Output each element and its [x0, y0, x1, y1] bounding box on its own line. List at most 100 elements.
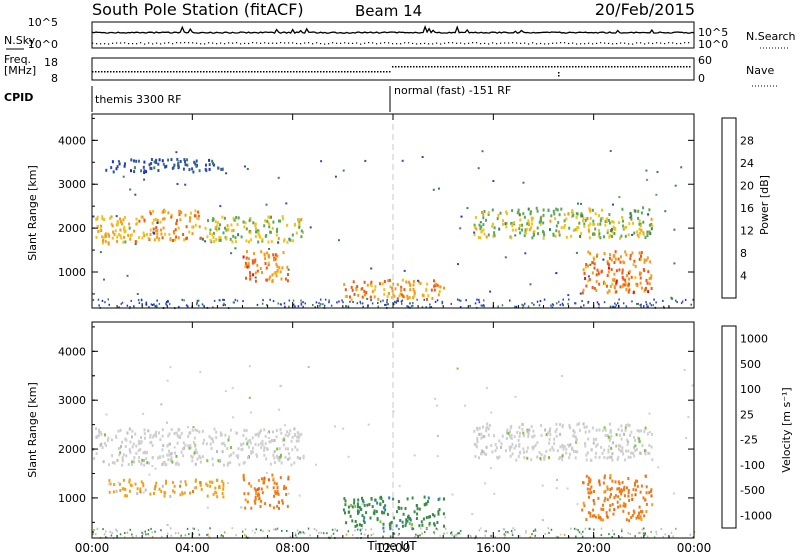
- data-point: [648, 277, 651, 281]
- data-point: [214, 220, 217, 224]
- data-point: [630, 217, 633, 221]
- data-point: [302, 230, 304, 234]
- data-point: [523, 456, 526, 460]
- data-point: [196, 457, 199, 461]
- data-point: [261, 271, 263, 274]
- data-point: [222, 441, 225, 445]
- data-point: [289, 535, 292, 538]
- data-point: [413, 454, 416, 457]
- data-point: [648, 282, 651, 286]
- data-point: [360, 532, 362, 535]
- data-point: [184, 160, 186, 164]
- data-point: [627, 283, 630, 287]
- data-point: [579, 235, 582, 238]
- data-point: [95, 217, 98, 221]
- data-point: [548, 437, 551, 441]
- data-point: [588, 527, 590, 530]
- data-point: [286, 530, 288, 532]
- data-point: [517, 454, 520, 458]
- data-point: [260, 477, 263, 481]
- data-point: [629, 257, 632, 261]
- data-point: [126, 431, 129, 435]
- data-point: [680, 302, 683, 305]
- nsearch-point: [368, 42, 370, 44]
- freq-point: [152, 71, 154, 73]
- nsearch-point: [652, 42, 654, 45]
- data-point: [229, 237, 232, 241]
- data-point: [498, 227, 501, 231]
- data-point: [633, 435, 636, 439]
- colorbar-tick-label: -1000: [740, 509, 772, 522]
- data-point: [608, 455, 611, 459]
- data-point: [307, 527, 310, 530]
- data-point: [302, 305, 304, 308]
- data-point: [622, 452, 625, 456]
- data-point: [249, 439, 251, 442]
- data-point: [262, 478, 265, 482]
- data-point: [167, 211, 170, 215]
- data-point: [425, 502, 428, 506]
- data-point: [434, 397, 437, 400]
- data-point: [558, 300, 560, 303]
- data-point: [267, 478, 270, 482]
- colorbar-frame: [721, 325, 737, 529]
- data-point: [249, 271, 251, 275]
- data-point: [522, 181, 525, 184]
- freq-tick-low: 8: [51, 72, 58, 85]
- freq-point: [680, 66, 682, 68]
- data-point: [630, 275, 633, 279]
- data-point: [162, 210, 165, 214]
- data-point: [584, 277, 587, 280]
- data-point: [611, 220, 614, 224]
- data-point: [255, 230, 257, 234]
- data-point: [572, 212, 575, 216]
- data-point: [124, 536, 126, 539]
- data-point: [493, 226, 496, 230]
- nsearch-point: [680, 42, 682, 45]
- data-point: [374, 285, 377, 289]
- data-point: [158, 431, 160, 435]
- data-point: [162, 217, 165, 221]
- data-point: [153, 166, 156, 170]
- data-point: [582, 422, 585, 426]
- freq-panel: Freq. [MHz] 18 8 60 0 Nave: [4, 53, 778, 87]
- data-point: [232, 234, 235, 238]
- data-point: [235, 431, 238, 435]
- data-point: [415, 533, 417, 536]
- data-point: [602, 481, 605, 485]
- data-point: [204, 226, 207, 230]
- data-point: [396, 283, 399, 287]
- freq-point: [320, 71, 322, 73]
- data-point: [427, 496, 430, 500]
- data-point: [650, 227, 653, 231]
- data-point: [618, 482, 621, 486]
- data-point: [299, 531, 301, 533]
- nsearch-point: [544, 43, 546, 45]
- data-point: [522, 447, 525, 451]
- data-point: [251, 446, 254, 450]
- data-point: [493, 492, 496, 495]
- data-point: [247, 263, 250, 267]
- data-point: [138, 459, 140, 463]
- data-point: [627, 233, 630, 237]
- nsearch-point: [668, 42, 670, 44]
- data-point: [212, 463, 214, 467]
- data-point: [460, 215, 463, 218]
- data-point: [638, 429, 641, 433]
- data-point: [397, 300, 399, 303]
- nsearch-point: [436, 42, 438, 44]
- data-point: [191, 459, 194, 463]
- data-point: [400, 288, 403, 292]
- data-point: [531, 533, 533, 536]
- nsearch-point: [224, 43, 226, 45]
- data-point: [275, 491, 278, 495]
- data-point: [627, 423, 630, 427]
- data-point: [274, 490, 277, 494]
- data-point: [380, 497, 383, 501]
- data-point: [111, 454, 114, 458]
- data-point: [149, 492, 152, 496]
- data-point: [628, 288, 631, 292]
- data-point: [177, 532, 180, 535]
- data-point: [433, 514, 436, 518]
- data-point: [257, 229, 260, 233]
